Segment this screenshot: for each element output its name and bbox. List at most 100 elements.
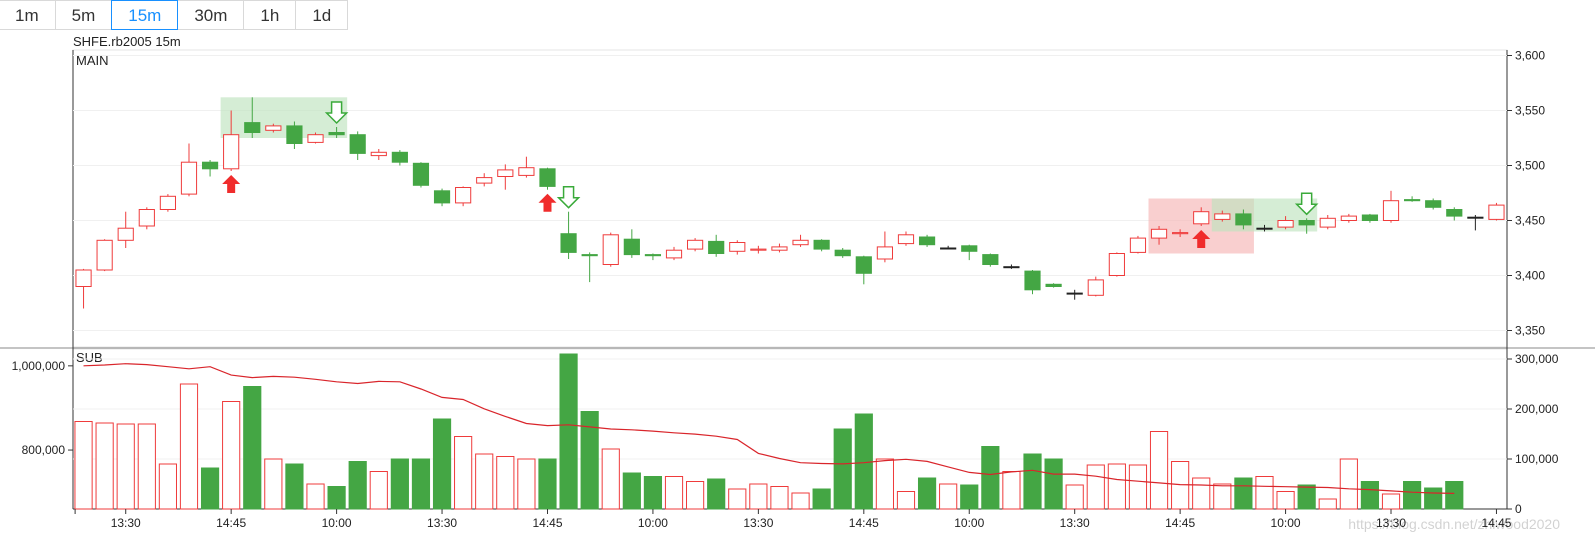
sell-signal-arrow (324, 101, 349, 125)
volume-bar (327, 486, 346, 510)
volume-bar (601, 448, 620, 510)
x-tick-label: 13:30 (743, 516, 773, 530)
buy-signal-arrow (538, 193, 557, 212)
candle-body (813, 239, 830, 250)
volume-bar (812, 488, 831, 510)
volume-bar (770, 486, 789, 510)
volume-bar (686, 481, 705, 510)
sub-y-tick-label: 0 (1515, 502, 1522, 516)
volume-bar (517, 458, 536, 510)
volume-bar (833, 428, 852, 510)
candle-body (1172, 232, 1189, 235)
candle-body (1235, 213, 1252, 226)
period-15m-button[interactable]: 15m (111, 0, 179, 30)
candle-body (1361, 214, 1379, 221)
sub-y-tick-label: 200,000 (1515, 402, 1559, 416)
candle-body (159, 195, 176, 211)
candle-body (1277, 220, 1294, 228)
left-y-tick-label: 1,000,000 (12, 359, 66, 373)
candle-body (897, 234, 915, 245)
volume-bar (1424, 487, 1443, 510)
volume-bar (1149, 431, 1169, 510)
period-5m-button[interactable]: 5m (54, 0, 113, 30)
candle-body (1024, 270, 1041, 291)
main-y-tick-label: 3,550 (1515, 104, 1545, 118)
candle-body (665, 249, 683, 259)
candle-body (687, 239, 704, 250)
candle-body (771, 246, 788, 251)
volume-bar (580, 411, 599, 510)
open-interest-line (83, 363, 1455, 494)
volume-bar (1192, 477, 1211, 510)
candle-body (265, 125, 282, 131)
volume-bar (243, 386, 262, 510)
main-y-tick-label: 3,400 (1515, 269, 1545, 283)
candle-body (1446, 209, 1463, 217)
volume-bar (1276, 491, 1295, 510)
period-1d-button[interactable]: 1d (295, 0, 349, 30)
candle-body (1150, 228, 1168, 239)
x-tick-label: 14:45 (1481, 516, 1511, 530)
volume-bar (222, 401, 241, 510)
volume-bar (896, 491, 916, 510)
buy-signal-arrow (1192, 230, 1211, 248)
volume-bar (454, 436, 473, 510)
volume-bar (306, 483, 325, 510)
volume-bar (749, 483, 768, 510)
candle-body (1425, 200, 1442, 208)
volume-bar (538, 458, 557, 510)
volume-bar (960, 484, 979, 510)
candle-body (286, 125, 303, 145)
x-tick-label: 14:45 (532, 516, 562, 530)
candle-body (750, 248, 767, 251)
candle-body (834, 249, 851, 257)
candle-body (581, 254, 598, 257)
period-30m-button[interactable]: 30m (177, 0, 245, 30)
period-1h-button[interactable]: 1h (243, 0, 297, 30)
volume-bar (95, 422, 114, 510)
candle-body (96, 239, 113, 271)
candle-body (729, 242, 746, 252)
candle-body (708, 240, 725, 254)
candle-body (117, 227, 134, 241)
candle-body (223, 134, 240, 170)
candle-body (1045, 283, 1062, 288)
x-tick-label: 14:45 (216, 516, 246, 530)
volume-bar (1086, 464, 1105, 510)
volume-bar (74, 421, 93, 510)
volume-bar (1213, 483, 1232, 510)
main-y-tick-label: 3,450 (1515, 214, 1545, 228)
candle-body (391, 151, 408, 163)
candle-body (792, 239, 809, 246)
candle-body (75, 269, 92, 287)
sell-signal-arrow (556, 185, 581, 209)
candle-body (602, 234, 619, 266)
volume-bar (390, 458, 409, 510)
candle-body (560, 233, 577, 253)
candle-body (1193, 211, 1210, 225)
sell-signal-arrow (1294, 192, 1319, 216)
x-tick-label: 10:00 (638, 516, 668, 530)
candle-body (961, 245, 978, 252)
candle-body (497, 169, 514, 178)
volume-bar (1023, 453, 1042, 510)
volume-bar (1002, 471, 1021, 510)
candle-body (1066, 292, 1083, 295)
kline-chart[interactable]: MAIN SUB 3,350 3,400 3,450 3,500 3,550 3,600 0 10… (0, 48, 1595, 544)
candle-body (940, 247, 957, 250)
chart-title: SHFE.rb2005 15m (73, 34, 181, 49)
candle-body (328, 132, 345, 136)
volume-bar (1234, 477, 1253, 510)
candle-body (1467, 216, 1484, 219)
candle-body (982, 254, 999, 266)
period-1m-button[interactable]: 1m (0, 0, 56, 30)
volume-bar (917, 477, 937, 510)
candle-body (518, 167, 535, 176)
candle-body (1382, 200, 1400, 221)
candle-body (1319, 217, 1336, 228)
candle-body (1256, 227, 1273, 230)
volume-bar (369, 471, 388, 510)
volume-bar (791, 492, 810, 510)
volume-bar (1318, 498, 1337, 510)
x-tick-label: 10:00 (322, 516, 352, 530)
